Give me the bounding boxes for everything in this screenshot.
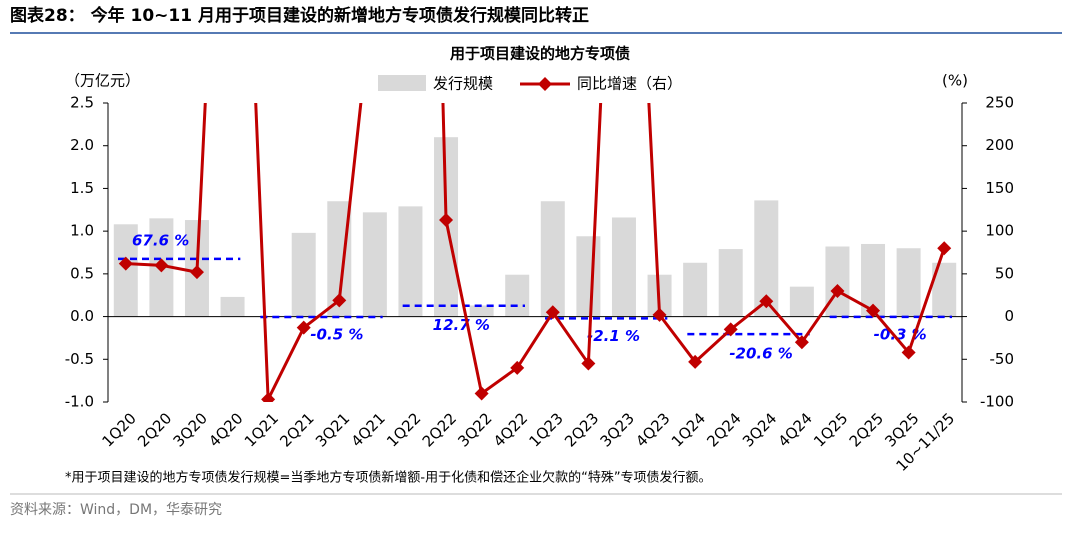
x-tick-label: 3Q24 <box>739 409 780 450</box>
bar <box>220 296 245 317</box>
line-marker <box>581 356 596 371</box>
y2-tick-label: -100 <box>980 393 1014 411</box>
x-tick-label: 1Q20 <box>98 409 139 450</box>
bar <box>398 206 423 317</box>
y2-tick-label: 100 <box>985 222 1014 240</box>
line-marker <box>439 213 454 228</box>
y2-tick-label: 150 <box>985 179 1014 197</box>
line <box>125 103 946 401</box>
line-marker <box>296 320 311 335</box>
bar <box>789 286 814 317</box>
average-label: 67.6 % <box>132 231 189 249</box>
line-marker <box>118 256 133 271</box>
average-label: -2.1 % <box>587 327 640 345</box>
y2-tick-label: 50 <box>995 264 1014 282</box>
average-label: -20.6 % <box>729 345 793 363</box>
x-tick-label: 4Q23 <box>632 409 673 450</box>
line-layer <box>118 103 952 402</box>
bar <box>576 236 601 317</box>
y-tick-label: 0.5 <box>70 264 94 282</box>
line-marker <box>866 303 881 318</box>
x-tick-label: 4Q20 <box>205 409 246 450</box>
x-tick-label: 2Q21 <box>276 409 317 450</box>
average-label: -0.5 % <box>310 325 363 343</box>
line-marker <box>510 360 525 375</box>
line-marker <box>189 265 204 280</box>
line-marker <box>937 241 952 256</box>
line-marker <box>261 392 276 402</box>
bar <box>505 274 530 317</box>
y-tick-label: 2.5 <box>70 94 94 112</box>
y2-tick-label: -50 <box>990 350 1015 368</box>
x-tick-label: 2Q24 <box>703 409 744 450</box>
legend-label: 发行规模 <box>433 75 493 93</box>
line-marker <box>332 293 347 308</box>
line-marker <box>723 322 738 337</box>
bar <box>896 248 921 317</box>
x-tick-label: 3Q23 <box>597 409 638 450</box>
line-marker <box>794 335 809 350</box>
x-tick-label: 3Q21 <box>312 409 353 450</box>
x-tick-label: 2Q22 <box>419 409 460 450</box>
legend-marker <box>538 77 552 91</box>
x-tick-label: 4Q21 <box>348 409 389 450</box>
average-label: 12.7 % <box>433 316 490 334</box>
x-tick-label: 2Q25 <box>846 409 887 450</box>
x-tick-label: 1Q24 <box>668 409 709 450</box>
y-tick-label: 1.0 <box>70 222 94 240</box>
line-marker <box>154 258 169 273</box>
bar <box>469 305 494 317</box>
bar <box>825 246 850 317</box>
chart-title: 图表28： 今年 10~11 月用于项目建设的新增地方专项债发行规模同比转正 <box>10 5 589 26</box>
x-tick-label: 3Q22 <box>454 409 495 450</box>
bar <box>540 201 565 317</box>
line-marker <box>474 386 489 401</box>
x-tick-label: 1Q21 <box>241 409 282 450</box>
chart-subtitle: 用于项目建设的地方专项债 <box>450 45 630 63</box>
line-marker <box>830 283 845 298</box>
bar <box>718 249 743 317</box>
x-tick-label: 4Q24 <box>775 409 816 450</box>
x-tick-label: 4Q22 <box>490 409 531 450</box>
line-marker <box>545 305 560 320</box>
y-tick-label: 2.0 <box>70 136 94 154</box>
source: 资料来源：Wind，DM，华泰研究 <box>10 502 222 518</box>
y-tick-label: -0.5 <box>65 350 94 368</box>
y2-tick-label: 200 <box>985 136 1014 154</box>
line-marker <box>652 307 667 322</box>
y-axis-label: （万亿元） <box>65 72 140 90</box>
x-tick-label: 1Q23 <box>525 409 566 450</box>
y-tick-label: 1.5 <box>70 179 94 197</box>
line-marker <box>688 354 703 369</box>
y2-tick-label: 0 <box>1004 307 1014 325</box>
bar <box>362 212 387 317</box>
line-marker <box>759 294 774 309</box>
line-marker <box>901 345 916 360</box>
legend-swatch <box>378 75 426 91</box>
y-tick-label: -1.0 <box>65 393 94 411</box>
legend-label: 同比增速（右） <box>577 75 682 93</box>
bar <box>291 232 316 317</box>
bar <box>683 262 708 317</box>
x-tick-label: 3Q20 <box>170 409 211 450</box>
x-tick-label: 2Q20 <box>134 409 175 450</box>
x-tick-label: 1Q22 <box>383 409 424 450</box>
y2-tick-label: 250 <box>985 94 1014 112</box>
x-tick-label: 2Q23 <box>561 409 602 450</box>
y-tick-label: 0.0 <box>70 307 94 325</box>
footnote: *用于项目建设的地方专项债发行规模=当季地方专项债新增额-用于化债和偿还企业欠款… <box>65 470 712 486</box>
x-tick-label: 1Q25 <box>810 409 851 450</box>
bar <box>611 217 636 317</box>
y2-axis-label: (%) <box>942 72 968 90</box>
